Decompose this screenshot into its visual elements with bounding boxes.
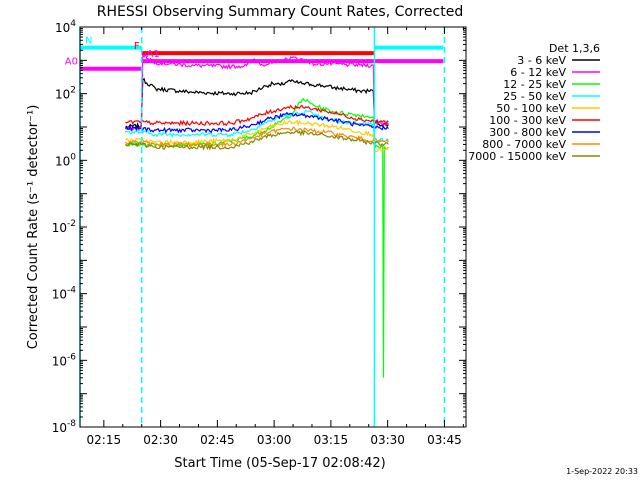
state-label-n: N <box>85 36 92 47</box>
legend-label-50-100-kev: 50 - 100 keV <box>496 102 566 115</box>
x-tick-label: 03:30 <box>370 433 405 447</box>
legend-label-3-6-kev: 3 - 6 keV <box>517 54 566 67</box>
x-tick-label: 03:45 <box>427 433 462 447</box>
x-axis-label: Start Time (05-Sep-17 02:08:42) <box>174 456 385 471</box>
legend-label-12-25-kev: 12 - 25 keV <box>503 78 566 91</box>
x-tick-label: 02:30 <box>143 433 178 447</box>
legend-title: Det 1,3,6 <box>549 42 600 55</box>
series-line-50-100-kev <box>124 119 389 153</box>
series-line-7000-15000-kev <box>124 129 389 151</box>
y-tick-label: 10-2 <box>52 219 76 235</box>
series-line-800-7000-kev <box>124 126 389 148</box>
series-line-100-300-kev <box>125 104 389 127</box>
legend-label-25-50-kev: 25 - 50 keV <box>503 90 566 103</box>
series-line-3-6-kev <box>125 77 389 130</box>
y-tick-label: 10-6 <box>52 352 77 368</box>
y-tick-label: 100 <box>55 152 76 168</box>
x-tick-label: 02:15 <box>87 433 122 447</box>
state-label-a1: A1 <box>147 49 160 60</box>
y-tick-label: 10-8 <box>52 419 77 435</box>
y-axis-label: Corrected Count Rate (s⁻¹ detector⁻¹) <box>26 105 41 350</box>
legend-label-100-300-kev: 100 - 300 keV <box>489 114 566 127</box>
x-tick-label: 03:00 <box>257 433 292 447</box>
y-tick-label: 104 <box>55 19 76 35</box>
series-line-6-12-kev <box>125 52 389 132</box>
legend-label-6-12-kev: 6 - 12 keV <box>510 66 566 79</box>
y-tick-label: 10-4 <box>52 286 77 302</box>
series-line-300-800-kev <box>124 111 389 134</box>
legend-label-800-7000-kev: 800 - 7000 keV <box>482 138 566 151</box>
state-label-f: F <box>134 41 140 52</box>
footer-timestamp: 1-Sep-2022 20:33 <box>566 467 638 476</box>
y-tick-label: 102 <box>55 86 76 102</box>
chart-title: RHESSI Observing Summary Count Rates, Co… <box>97 4 463 20</box>
state-label-a0: A0 <box>65 57 78 68</box>
legend-label-300-800-kev: 300 - 800 keV <box>489 126 566 139</box>
x-tick-label: 02:45 <box>200 433 235 447</box>
x-tick-label: 03:15 <box>314 433 349 447</box>
legend-label-7000-15000-kev: 7000 - 15000 keV <box>468 150 566 163</box>
